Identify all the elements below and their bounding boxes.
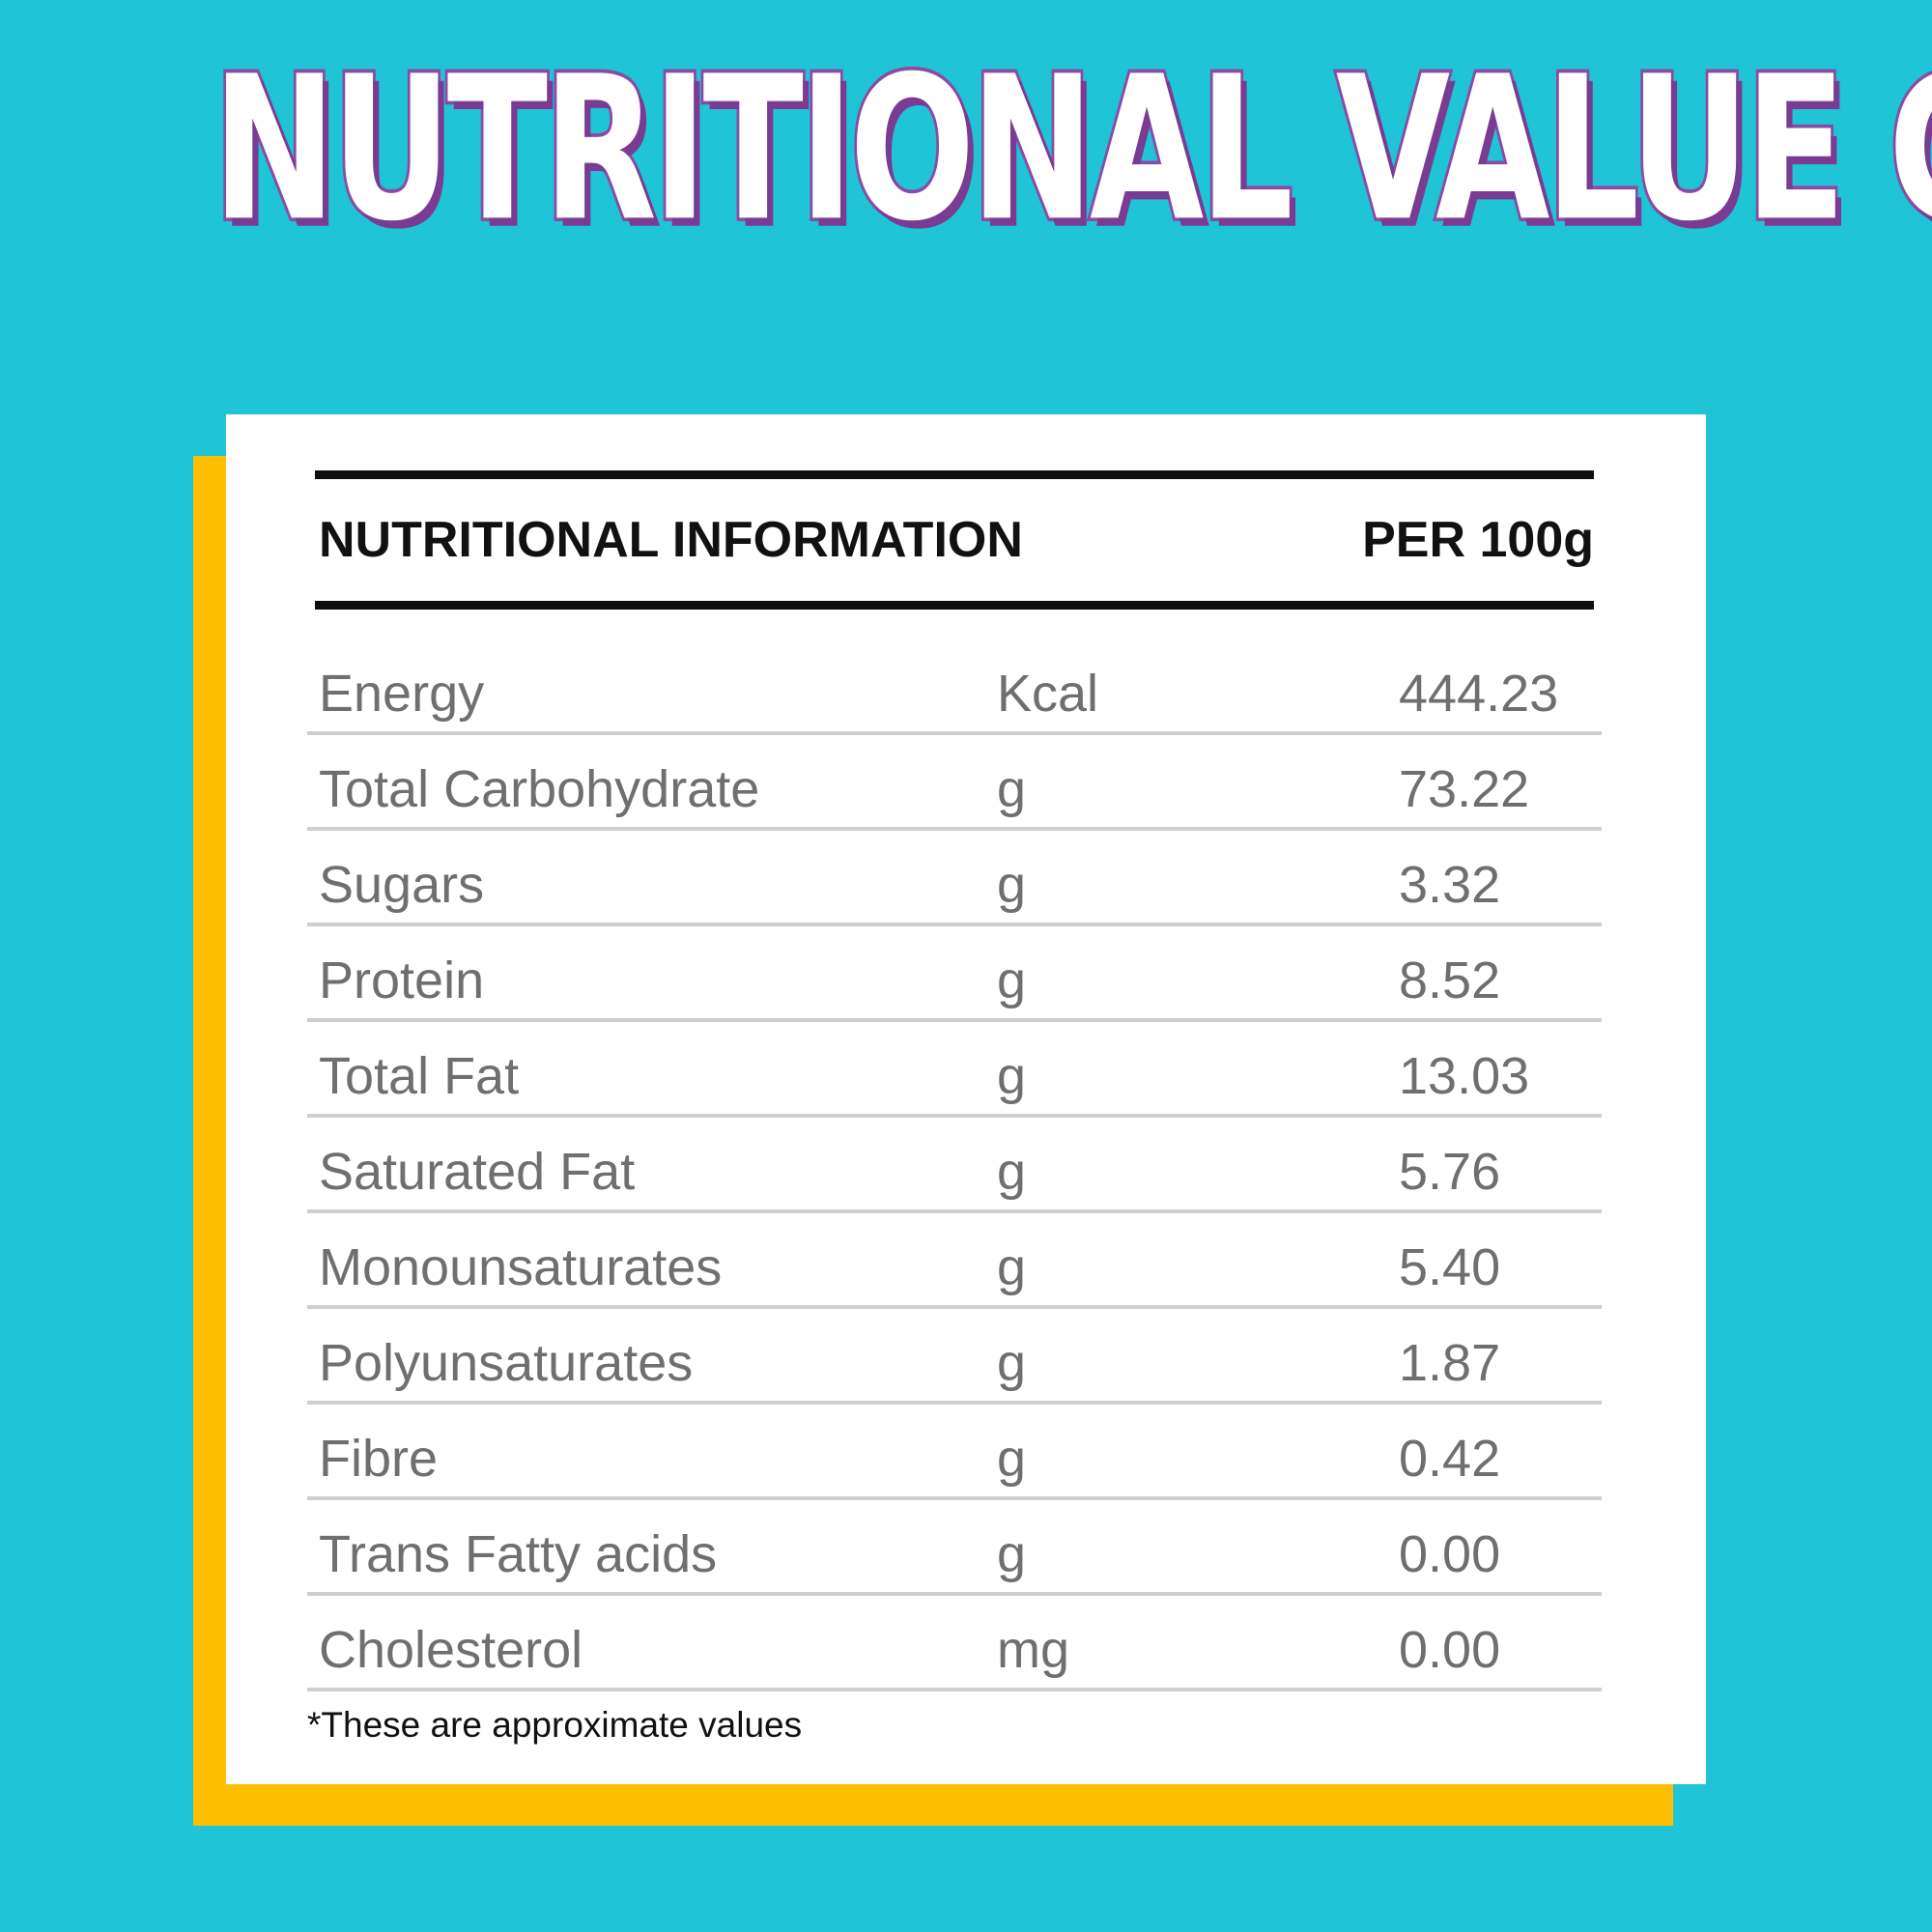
table-header-label: NUTRITIONAL INFORMATION (319, 512, 1023, 568)
nutrient-name: Energy (319, 665, 485, 723)
nutrient-value: 1.87 (1399, 1334, 1501, 1392)
nutrient-value: 13.03 (1399, 1047, 1530, 1105)
table-row: Protein g 8.52 (307, 926, 1602, 1022)
table-row: Trans Fatty acids g 0.00 (307, 1500, 1602, 1596)
table-row: Sugars g 3.32 (307, 831, 1602, 926)
nutrient-value: 0.00 (1399, 1621, 1501, 1679)
nutrient-unit: g (997, 952, 1027, 1009)
table-row: Polyunsaturates g 1.87 (307, 1309, 1602, 1405)
nutrient-unit: g (997, 1047, 1027, 1105)
nutrient-unit: g (997, 1525, 1027, 1583)
nutrient-name: Fibre (319, 1430, 439, 1488)
nutrient-name: Sugars (319, 856, 485, 914)
nutrient-value: 5.40 (1399, 1238, 1501, 1296)
nutrient-unit: g (997, 1238, 1027, 1296)
nutrient-name: Trans Fatty acids (319, 1525, 718, 1583)
header-top-rule (315, 470, 1594, 479)
nutrient-unit: g (997, 1334, 1027, 1392)
table-row: Total Carbohydrate g 73.22 (307, 735, 1602, 831)
table-row: Saturated Fat g 5.76 (307, 1118, 1602, 1213)
table-row: Fibre g 0.42 (307, 1405, 1602, 1500)
nutrient-unit: g (997, 1430, 1027, 1488)
nutrient-name: Monounsaturates (319, 1238, 723, 1296)
nutrient-name: Polyunsaturates (319, 1334, 694, 1392)
nutrient-name: Total Carbohydrate (319, 760, 760, 818)
header-bottom-rule (315, 601, 1594, 610)
table-row: Energy Kcal 444.23 (307, 639, 1602, 735)
nutrient-name: Total Fat (319, 1047, 520, 1105)
nutrient-name: Protein (319, 952, 485, 1009)
table-row: Cholesterol mg 0.00 (307, 1596, 1602, 1691)
nutrient-value: 444.23 (1399, 665, 1559, 723)
table-row: Total Fat g 13.03 (307, 1022, 1602, 1118)
nutrient-unit: g (997, 760, 1027, 818)
nutrition-card: NUTRITIONAL INFORMATION PER 100g Energy … (226, 414, 1706, 1784)
footnote: *These are approximate values (307, 1705, 803, 1745)
nutrient-value: 5.76 (1399, 1143, 1501, 1201)
page-title: NUTRITIONAL VALUE CHART (210, 31, 1932, 270)
nutrient-name: Saturated Fat (319, 1143, 636, 1201)
nutrient-value: 0.42 (1399, 1430, 1501, 1488)
nutrient-value: 0.00 (1399, 1525, 1501, 1583)
nutrient-unit: g (997, 1143, 1027, 1201)
nutrient-unit: mg (997, 1621, 1070, 1679)
nutrient-name: Cholesterol (319, 1621, 583, 1679)
nutrient-value: 8.52 (1399, 952, 1501, 1009)
table-header-per: PER 100g (1362, 512, 1594, 568)
nutrient-value: 3.32 (1399, 856, 1501, 914)
nutrition-rows: Energy Kcal 444.23 Total Carbohydrate g … (307, 639, 1602, 1691)
nutrient-unit: Kcal (997, 665, 1099, 723)
nutrient-value: 73.22 (1399, 760, 1530, 818)
nutrient-unit: g (997, 856, 1027, 914)
table-row: Monounsaturates g 5.40 (307, 1213, 1602, 1309)
